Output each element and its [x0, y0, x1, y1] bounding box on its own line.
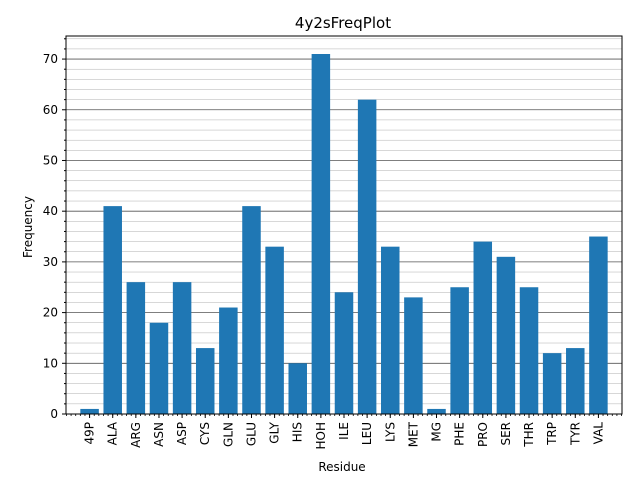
chart-title: 4y2sFreqPlot [295, 14, 391, 32]
bar-gln [219, 307, 238, 414]
y-tick-label: 30 [43, 255, 58, 269]
x-tick-label: MG [430, 422, 444, 442]
x-tick-label: SER [499, 422, 513, 446]
y-axis-label: Frequency [21, 196, 35, 258]
bar-asn [149, 322, 169, 414]
bar-mg [427, 408, 446, 414]
x-tick-label: LEU [360, 422, 374, 445]
x-tick-label: CYS [198, 422, 212, 445]
bar-49p [80, 408, 99, 414]
x-tick-label: HOH [314, 422, 328, 450]
x-axis: 49P ALA ARG ASN ASP CYS GLN GLU GLY HIS HOH ILE LEU L… [66, 414, 622, 450]
x-tick-label: MET [406, 421, 420, 447]
y-tick-label: 10 [43, 356, 58, 370]
bar-tyr [566, 348, 585, 414]
x-tick-label: ILE [337, 422, 351, 440]
y-tick-label: 60 [43, 103, 58, 117]
x-tick-label: ARG [129, 422, 143, 448]
bar-gly [265, 246, 284, 414]
x-tick-label: HIS [291, 422, 305, 442]
x-tick-label: VAL [591, 422, 605, 445]
y-axis: 0 10 20 30 40 50 60 70 [43, 38, 66, 421]
bar-cys [195, 348, 215, 414]
x-tick-label: THR [522, 422, 536, 448]
bar-asp [172, 282, 192, 414]
bar-his [288, 363, 307, 414]
bar-arg [126, 282, 146, 414]
bar-lys [381, 246, 400, 414]
bar-ala [103, 206, 122, 414]
x-tick-label: PHE [453, 422, 467, 446]
y-tick-label: 0 [50, 407, 58, 421]
bar-pro [473, 241, 493, 414]
bar-leu [357, 99, 377, 415]
y-tick-label: 70 [43, 52, 58, 66]
x-tick-label: ASN [152, 422, 166, 447]
x-tick-label: GLY [268, 421, 282, 443]
bar-ile [334, 292, 354, 414]
y-tick-label: 50 [43, 153, 58, 167]
x-tick-label: ASP [175, 422, 189, 445]
y-tick-label: 40 [43, 204, 58, 218]
bar-thr [519, 287, 539, 414]
bar-met [404, 297, 423, 414]
x-tick-label: TRP [545, 422, 559, 446]
x-tick-label: 49P [83, 422, 97, 445]
x-axis-label: Residue [318, 460, 365, 474]
x-tick-label: TYR [568, 422, 582, 446]
bar-glu [242, 206, 261, 414]
x-tick-label: GLN [221, 422, 235, 447]
x-tick-label: PRO [476, 422, 490, 447]
x-tick-label: GLU [244, 422, 258, 446]
bar-phe [450, 287, 469, 414]
x-tick-label: ALA [106, 421, 120, 445]
bar-trp [542, 353, 562, 414]
y-tick-label: 20 [43, 306, 58, 320]
x-tick-label: LYS [383, 422, 397, 442]
bars [80, 54, 608, 415]
bar-ser [496, 256, 516, 414]
bar-hoh [311, 54, 331, 414]
bar-val [589, 236, 608, 414]
